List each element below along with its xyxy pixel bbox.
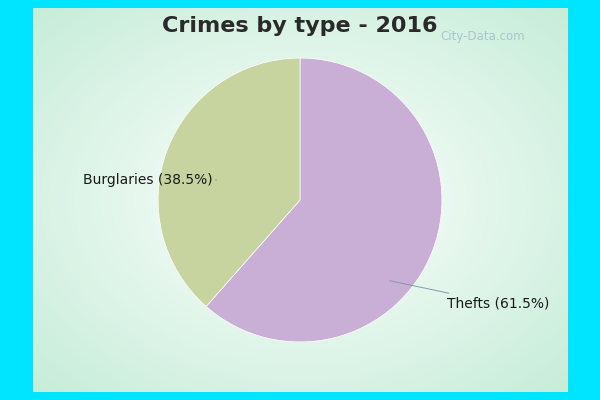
Wedge shape (206, 58, 442, 342)
Text: Thefts (61.5%): Thefts (61.5%) (389, 281, 549, 310)
Wedge shape (158, 58, 300, 306)
Text: Crimes by type - 2016: Crimes by type - 2016 (162, 16, 438, 36)
Text: Burglaries (38.5%): Burglaries (38.5%) (83, 173, 217, 187)
Text: City-Data.com: City-Data.com (441, 30, 526, 43)
